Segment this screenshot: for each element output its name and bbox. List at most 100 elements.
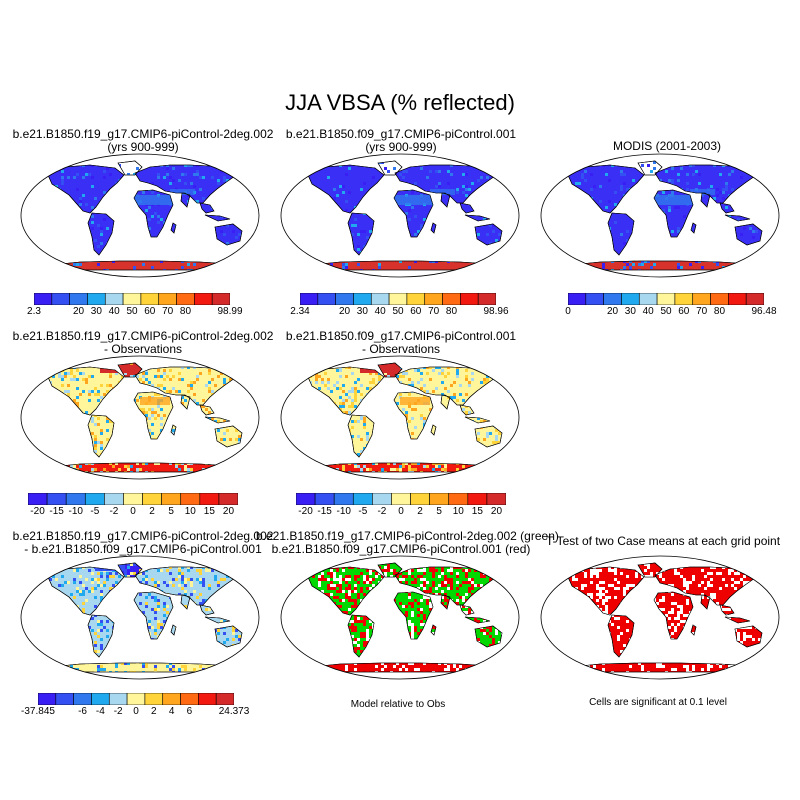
- panel-3-title: MODIS (2001-2003): [522, 140, 800, 153]
- panel-5-title: b.e21.B1850.f09_g17.CMIP6-piControl.001 …: [256, 330, 546, 356]
- colorbar-box: [317, 293, 336, 305]
- colorbar-tick-label: 10: [452, 506, 464, 517]
- colorbar-box: [126, 693, 146, 705]
- panel-8-map: [540, 555, 780, 680]
- colorbar-tick-label: 5: [436, 506, 442, 517]
- colorbar-box: [194, 293, 213, 305]
- colorbar-tick-label: 2.3: [27, 306, 41, 317]
- colorbar-tick-label: 5: [168, 506, 174, 517]
- colorbar-tick-label: 30: [624, 306, 636, 317]
- colorbar-box: [161, 493, 182, 505]
- panel-6-title-line1: b.e21.B1850.f19_g17.CMIP6-piControl-2deg…: [12, 529, 274, 543]
- panel-4-map: [20, 355, 260, 480]
- panel-3-colorbar-labels: 0 20 30 40 50 60 70 80 96.48: [565, 306, 776, 320]
- panel-2-title-line2: (yrs 900-999): [365, 140, 437, 154]
- panel-7-note: Model relative to Obs: [350, 699, 446, 710]
- colorbar-tick-label: 60: [678, 306, 690, 317]
- colorbar-box: [69, 293, 88, 305]
- colorbar-tick-label: 20: [222, 506, 235, 517]
- colorbar-tick-label: -4: [95, 706, 105, 717]
- colorbar-box: [123, 493, 143, 505]
- colorbar-tick-label: 20: [338, 306, 351, 317]
- panel-2-colorbar: [300, 293, 496, 305]
- panel-7-map: [280, 555, 520, 680]
- colorbar-box: [370, 293, 390, 305]
- panel-5-colorbar: [296, 493, 506, 505]
- panel-1-colorbar-labels: 2.3 20 30 40 50 60 70 80 98.99: [27, 306, 242, 320]
- colorbar-tick-label: 2: [149, 506, 155, 517]
- colorbar-box: [215, 693, 234, 705]
- panel-8-note: Cells are significant at 0.1 level: [589, 697, 727, 708]
- panel-7-title-line1: b.e21.B1850.f19_g17.CMIP6-piControl-2deg…: [256, 529, 559, 543]
- colorbar-box: [211, 293, 230, 305]
- colorbar-box: [353, 293, 372, 305]
- panel-1-title-line1: b.e21.B1850.f19_g17.CMIP6-piControl-2deg…: [12, 127, 274, 141]
- colorbar-box: [84, 493, 105, 505]
- colorbar-tick-label: 15: [471, 506, 483, 517]
- panel-6-colorbar-labels: -37.845 -6 -4 -2 0 2 4 6 24.373: [21, 706, 249, 720]
- colorbar-tick-label: 0: [133, 706, 139, 717]
- colorbar-tick-label: 24.373: [218, 706, 250, 717]
- colorbar-tick-label: 40: [108, 306, 120, 317]
- panel-1-map: [20, 153, 260, 278]
- colorbar-tick-label: 0: [398, 506, 404, 517]
- colorbar-box: [91, 693, 110, 705]
- panel-3-colorbar: [568, 293, 764, 305]
- panel-5-colorbar-labels: -20 -15 -10 -5 -2 0 2 5 10 15 20: [296, 506, 506, 520]
- figure-title: JJA VBSA (% reflected): [285, 90, 515, 115]
- colorbar-tick-label: 30: [356, 306, 368, 317]
- panel-5-map: [280, 355, 520, 480]
- colorbar-tick-label: 20: [490, 506, 503, 517]
- colorbar-box: [656, 293, 676, 305]
- panel-2-title: b.e21.B1850.f09_g17.CMIP6-piControl.001 …: [256, 128, 546, 154]
- colorbar-tick-label: -10: [68, 506, 83, 517]
- colorbar-tick-label: -10: [336, 506, 351, 517]
- colorbar-box: [296, 493, 316, 505]
- colorbar-box: [621, 293, 640, 305]
- colorbar-tick-label: 2: [417, 506, 423, 517]
- colorbar-tick-label: -6: [78, 706, 87, 717]
- colorbar-tick-label: 70: [696, 306, 708, 317]
- colorbar-tick-label: -20: [298, 506, 313, 517]
- colorbar-tick-label: 20: [606, 306, 619, 317]
- colorbar-box: [352, 493, 373, 505]
- panel-6-title: b.e21.B1850.f19_g17.CMIP6-piControl-2deg…: [0, 530, 288, 556]
- colorbar-box: [638, 293, 658, 305]
- colorbar-box: [674, 293, 694, 305]
- colorbar-tick-label: -20: [30, 506, 45, 517]
- colorbar-box: [388, 293, 408, 305]
- panel-3-map: [540, 153, 780, 278]
- panel-8-title-line1: T-Test of two Case means at each grid po…: [545, 534, 781, 548]
- colorbar-tick-label: 80: [445, 306, 458, 317]
- colorbar-box: [65, 493, 86, 505]
- colorbar-box: [73, 693, 92, 705]
- panel-4-colorbar: [28, 493, 238, 505]
- panel-2-title-line1: b.e21.B1850.f09_g17.CMIP6-piControl.001: [285, 127, 517, 141]
- panel-4-title: b.e21.B1850.f19_g17.CMIP6-piControl-2deg…: [0, 330, 288, 356]
- colorbar-tick-label: 40: [374, 306, 386, 317]
- colorbar-tick-label: 80: [713, 306, 726, 317]
- colorbar-tick-label: -5: [90, 506, 100, 517]
- colorbar-box: [335, 293, 354, 305]
- panel-7-title-line2: b.e21.B1850.f09_g17.CMIP6-piControl.001 …: [271, 542, 531, 556]
- colorbar-box: [448, 493, 469, 505]
- colorbar-tick-label: -15: [49, 506, 64, 517]
- panel-8-title: T-Test of two Case means at each grid po…: [518, 535, 800, 548]
- colorbar-tick-label: 0: [130, 506, 136, 517]
- colorbar-box: [728, 293, 747, 305]
- colorbar-box: [568, 293, 587, 305]
- colorbar-tick-label: -15: [317, 506, 332, 517]
- colorbar-tick-label: -5: [358, 506, 368, 517]
- panel-6-map: [20, 555, 260, 680]
- colorbar-tick-label: 0: [565, 306, 571, 317]
- colorbar-box: [87, 293, 106, 305]
- colorbar-box: [140, 293, 160, 305]
- panel-5-title-line2: - Observations: [361, 342, 441, 356]
- colorbar-box: [28, 493, 48, 505]
- colorbar-box: [314, 493, 335, 505]
- colorbar-tick-label: 6: [186, 706, 193, 717]
- colorbar-tick-label: 50: [660, 306, 672, 317]
- colorbar-tick-label: 4: [168, 706, 175, 717]
- colorbar-tick-label: -2: [377, 506, 387, 517]
- colorbar-box: [199, 493, 220, 505]
